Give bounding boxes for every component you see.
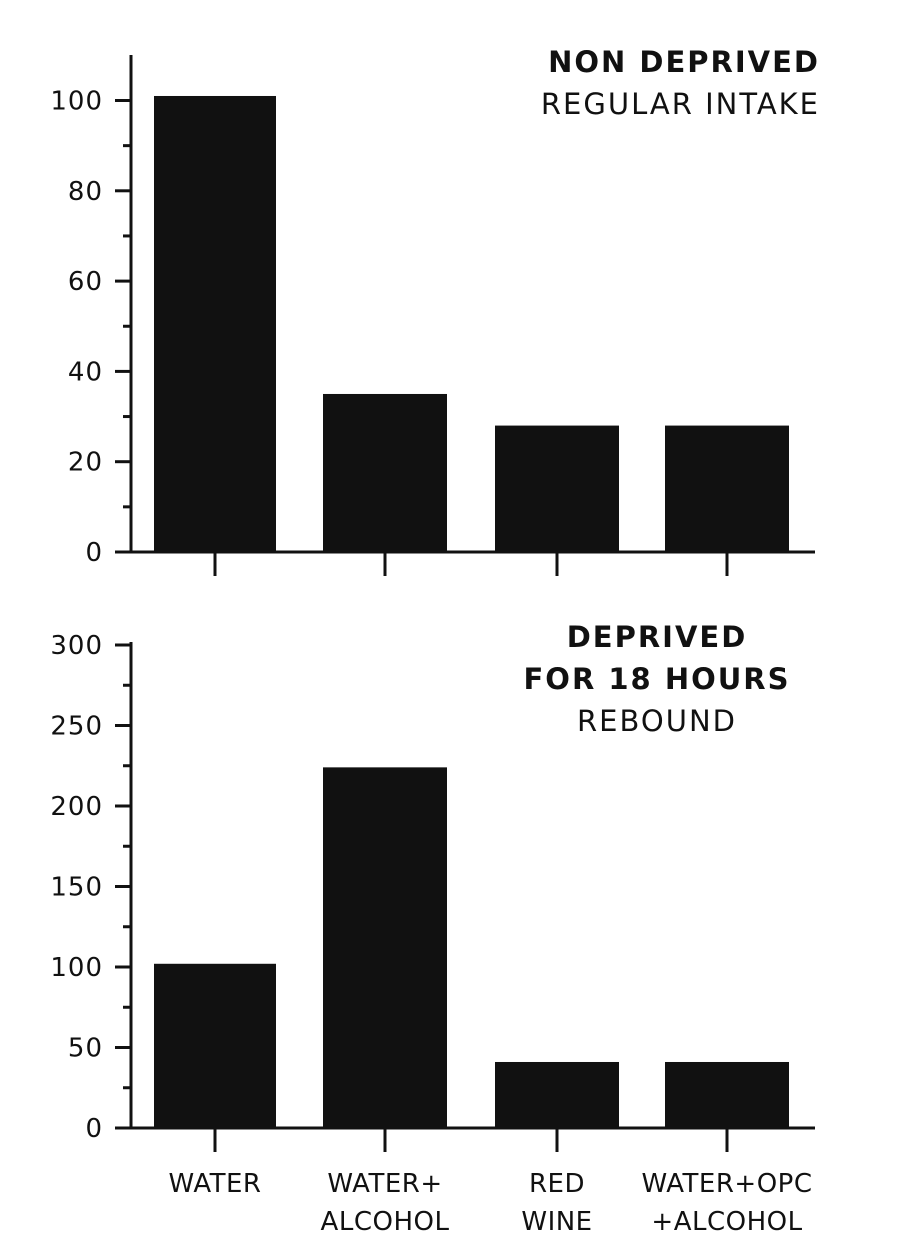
y-tick-label: 300	[50, 631, 103, 661]
x-category-label: WINE	[521, 1207, 592, 1237]
bar-2	[323, 767, 447, 1128]
chart-bottom-deprived: 0 50 100 150 200 250 300 WATER WATER+ ALCOHOL RED W…	[50, 620, 815, 1237]
x-category-label: RED	[529, 1169, 585, 1199]
chart-title-line: NON DEPRIVED	[548, 45, 820, 79]
x-category-label: WATER+OPC	[641, 1169, 812, 1199]
chart-top-non-deprived: 0 20 40 60 80 100 NON DEPRIVED REGULAR INTAKE	[50, 45, 820, 576]
x-category-label: WATER+	[327, 1169, 442, 1199]
y-tick-label: 250	[50, 712, 103, 742]
bar-3	[495, 425, 619, 552]
y-tick-label: 20	[68, 448, 103, 478]
y-tick-label: 60	[68, 267, 103, 297]
chart-title-line: REGULAR INTAKE	[541, 87, 820, 121]
y-tick-label: 0	[85, 538, 103, 568]
y-tick-label: 100	[50, 953, 103, 983]
y-tick-label: 150	[50, 873, 103, 903]
x-category-label: ALCOHOL	[321, 1207, 450, 1237]
bar-1	[154, 95, 276, 553]
bar-4	[665, 1061, 789, 1128]
chart-title-line: FOR 18 HOURS	[523, 662, 790, 696]
x-category-label: +ALCOHOL	[651, 1207, 802, 1237]
chart-title-line: DEPRIVED	[567, 620, 748, 654]
chart-title-line: REBOUND	[577, 704, 737, 738]
y-tick-label: 200	[50, 792, 103, 822]
bar-3	[495, 1061, 619, 1128]
bar-2	[323, 393, 447, 552]
bar-4	[665, 425, 789, 552]
y-tick-label: 0	[85, 1114, 103, 1144]
x-category-label: WATER	[169, 1169, 262, 1199]
y-tick-label: 40	[68, 357, 103, 387]
y-tick-label: 50	[68, 1034, 103, 1064]
bar-1	[154, 963, 276, 1128]
y-tick-label: 100	[50, 87, 103, 117]
y-tick-label: 80	[68, 177, 103, 207]
